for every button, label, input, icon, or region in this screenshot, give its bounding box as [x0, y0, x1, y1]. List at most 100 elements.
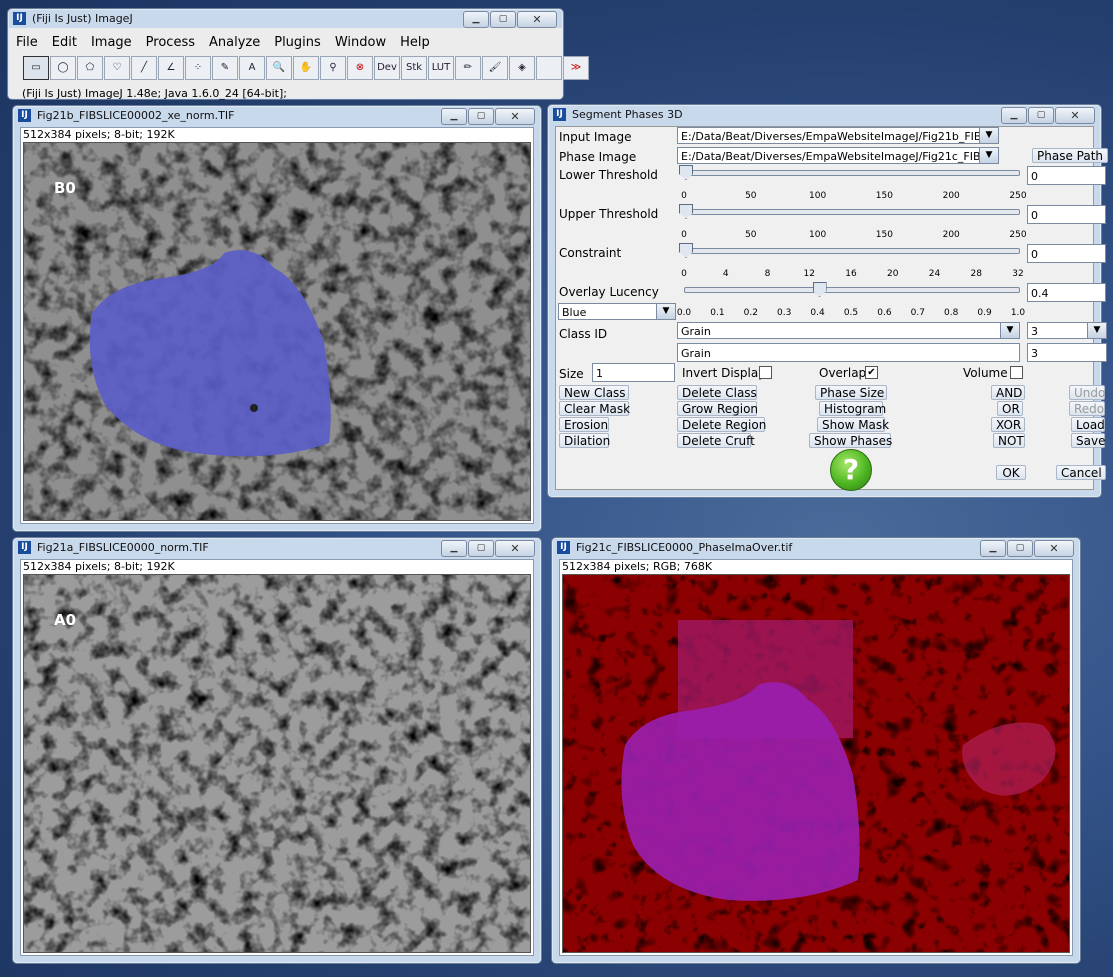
- text-tool-icon[interactable]: A: [239, 56, 265, 80]
- phase-image-select[interactable]: E:/Data/Beat/Diverses/EmpaWebsiteImageJ/…: [677, 147, 999, 164]
- menu-plugins[interactable]: Plugins: [274, 35, 321, 50]
- title-bar[interactable]: IJ (Fiji Is Just) ImageJ ▁ ▢ ✕: [8, 9, 563, 29]
- title-bar[interactable]: IJ Segment Phases 3D ▁ ▢ ✕: [548, 105, 1101, 125]
- phase-path-button[interactable]: Phase Path: [1032, 148, 1108, 163]
- close-button[interactable]: ✕: [1055, 107, 1095, 124]
- menu-edit[interactable]: Edit: [51, 35, 77, 50]
- show-phases-button[interactable]: Show Phases: [809, 433, 892, 448]
- input-image-select[interactable]: E:/Data/Beat/Diverses/EmpaWebsiteImageJ/…: [677, 127, 999, 144]
- close-button[interactable]: ✕: [495, 540, 535, 557]
- menu-window[interactable]: Window: [334, 35, 387, 50]
- not-button[interactable]: NOT: [993, 433, 1025, 448]
- title-bar[interactable]: IJ Fig21b_FIBSLICE00002_xe_norm.TIF ▁ ▢ …: [13, 106, 541, 126]
- flood-fill-icon[interactable]: ◈: [509, 56, 535, 80]
- wand-tool-icon[interactable]: ✎: [212, 56, 238, 80]
- delete-class-button[interactable]: Delete Class: [677, 385, 757, 400]
- close-button[interactable]: ✕: [1034, 540, 1074, 557]
- upper-threshold-slider[interactable]: [679, 204, 1020, 219]
- hand-tool-icon[interactable]: ✋: [293, 56, 319, 80]
- histogram-button[interactable]: Histogram: [819, 401, 886, 416]
- volume-checkbox[interactable]: [1010, 366, 1023, 379]
- delete-region-button[interactable]: Delete Region: [677, 417, 766, 432]
- menu-file[interactable]: File: [16, 35, 38, 50]
- overlay-lucency-slider[interactable]: [684, 282, 1020, 297]
- slider-thumb[interactable]: [679, 165, 693, 180]
- more-tools-icon[interactable]: ≫: [563, 56, 589, 80]
- maximize-button[interactable]: ▢: [490, 11, 516, 28]
- constraint-label: Constraint: [559, 246, 622, 260]
- menu-image[interactable]: Image: [90, 35, 132, 50]
- overlay-lucency-field[interactable]: 0.4: [1027, 283, 1106, 302]
- erosion-button[interactable]: Erosion: [559, 417, 609, 432]
- image-canvas[interactable]: [562, 574, 1070, 953]
- ok-button[interactable]: OK: [996, 465, 1026, 480]
- class-number-select[interactable]: 3 ▼: [1027, 322, 1107, 339]
- maximize-button[interactable]: ▢: [468, 540, 494, 557]
- maximize-button[interactable]: ▢: [1007, 540, 1033, 557]
- undo-button[interactable]: Undo: [1069, 385, 1105, 400]
- color-picker-icon[interactable]: ⚲: [320, 56, 346, 80]
- stop-icon[interactable]: ⊗: [347, 56, 373, 80]
- xor-button[interactable]: XOR: [991, 417, 1025, 432]
- phase-size-button[interactable]: Phase Size: [815, 385, 887, 400]
- slider-thumb[interactable]: [679, 204, 693, 219]
- title-bar[interactable]: IJ Fig21a_FIBSLICE0000_norm.TIF ▁ ▢ ✕: [13, 538, 541, 558]
- menu-analyze[interactable]: Analyze: [209, 35, 261, 50]
- grow-region-button[interactable]: Grow Region: [677, 401, 758, 416]
- menu-process[interactable]: Process: [145, 35, 195, 50]
- line-tool-icon[interactable]: ╱: [131, 56, 157, 80]
- class-name-select[interactable]: Grain ▼: [677, 322, 1020, 339]
- empty-slot-icon[interactable]: [536, 56, 562, 80]
- freehand-select-icon[interactable]: ♡: [104, 56, 130, 80]
- menu-help[interactable]: Help: [400, 35, 430, 50]
- class-name-field[interactable]: Grain: [677, 343, 1020, 362]
- or-button[interactable]: OR: [997, 401, 1023, 416]
- maximize-button[interactable]: ▢: [468, 108, 494, 125]
- cancel-button[interactable]: Cancel: [1056, 465, 1106, 480]
- lower-threshold-slider[interactable]: [679, 165, 1020, 180]
- new-class-button[interactable]: New Class: [559, 385, 629, 400]
- oval-select-icon[interactable]: ◯: [50, 56, 76, 80]
- dev-menu-icon[interactable]: Dev: [374, 56, 400, 80]
- stk-menu-icon[interactable]: Stk: [401, 56, 427, 80]
- dilation-button[interactable]: Dilation: [559, 433, 610, 448]
- upper-threshold-field[interactable]: 0: [1027, 205, 1106, 224]
- title-bar[interactable]: IJ Fig21c_FIBSLICE0000_PhaseImaOver.tif …: [552, 538, 1080, 558]
- minimize-button[interactable]: ▁: [1001, 107, 1027, 124]
- rectangle-select-icon[interactable]: ▭: [23, 56, 49, 80]
- image-canvas[interactable]: A0: [23, 574, 531, 953]
- load-button[interactable]: Load: [1071, 417, 1105, 432]
- and-button[interactable]: AND: [991, 385, 1025, 400]
- show-mask-button[interactable]: Show Mask: [817, 417, 889, 432]
- pencil-icon[interactable]: ✏: [455, 56, 481, 80]
- slider-thumb[interactable]: [812, 282, 827, 297]
- delete-cruft-button[interactable]: Delete Cruft: [677, 433, 755, 448]
- clear-mask-button[interactable]: Clear Mask: [559, 401, 630, 416]
- constraint-slider[interactable]: [679, 243, 1020, 258]
- magnifier-icon[interactable]: 🔍: [266, 56, 292, 80]
- angle-tool-icon[interactable]: ∠: [158, 56, 184, 80]
- close-button[interactable]: ✕: [495, 108, 535, 125]
- overlap-checkbox[interactable]: ✔: [865, 366, 878, 379]
- point-tool-icon[interactable]: ⁘: [185, 56, 211, 80]
- close-button[interactable]: ✕: [517, 11, 557, 28]
- minimize-button[interactable]: ▁: [463, 11, 489, 28]
- constraint-field[interactable]: 0: [1027, 244, 1106, 263]
- save-button[interactable]: Save: [1071, 433, 1105, 448]
- minimize-button[interactable]: ▁: [441, 540, 467, 557]
- image-canvas[interactable]: B0: [23, 142, 531, 521]
- minimize-button[interactable]: ▁: [980, 540, 1006, 557]
- slider-thumb[interactable]: [679, 243, 693, 258]
- help-button[interactable]: ?: [830, 449, 872, 491]
- brush-icon[interactable]: 🖌: [482, 56, 508, 80]
- polygon-select-icon[interactable]: ⬠: [77, 56, 103, 80]
- overlay-color-select[interactable]: Blue ▼: [558, 303, 676, 320]
- minimize-button[interactable]: ▁: [441, 108, 467, 125]
- invert-display-checkbox[interactable]: [759, 366, 772, 379]
- size-field[interactable]: 1: [592, 363, 675, 382]
- redo-button[interactable]: Redo: [1069, 401, 1105, 416]
- lut-menu-icon[interactable]: LUT: [428, 56, 454, 80]
- class-number-field[interactable]: 3: [1027, 343, 1107, 362]
- maximize-button[interactable]: ▢: [1028, 107, 1054, 124]
- lower-threshold-field[interactable]: 0: [1027, 166, 1106, 185]
